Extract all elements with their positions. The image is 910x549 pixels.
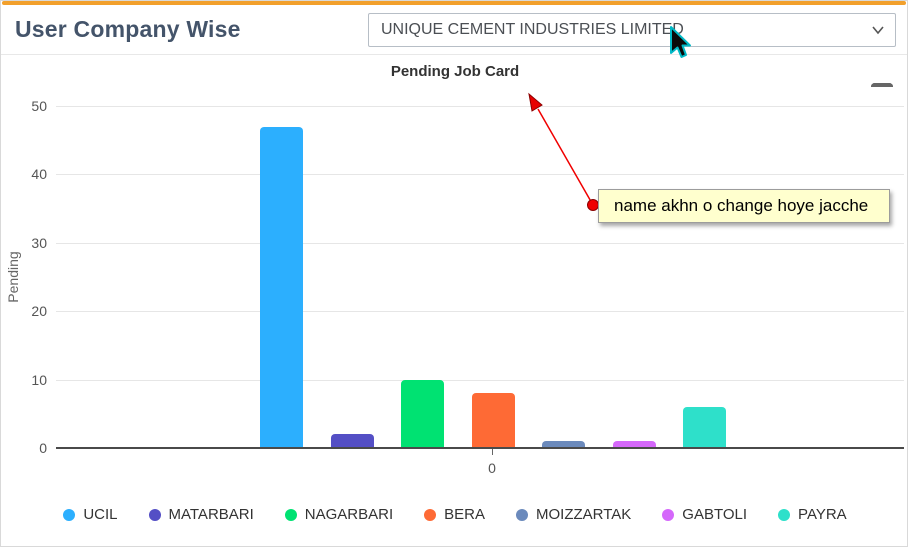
card-header: User Company Wise UNIQUE CEMENT INDUSTRI… — [1, 5, 907, 55]
y-axis-label: 10 — [31, 371, 47, 388]
x-axis-tick — [492, 449, 493, 455]
legend-marker-icon — [516, 508, 529, 521]
y-axis-label: 50 — [31, 98, 47, 114]
page-title: User Company Wise — [15, 16, 241, 42]
gridline — [56, 242, 904, 244]
legend-label: MOIZZARTAK — [536, 506, 632, 523]
legend-marker-icon — [424, 508, 437, 521]
gridline — [56, 379, 904, 381]
company-select[interactable]: UNIQUE CEMENT INDUSTRIES LIMITED — [368, 13, 896, 47]
bar-bera[interactable] — [471, 393, 515, 448]
legend-item-moizzartak[interactable]: MOIZZARTAK — [516, 506, 631, 523]
legend-marker-icon — [63, 508, 76, 521]
legend-item-bera[interactable]: BERA — [424, 506, 485, 523]
legend-marker-icon — [148, 508, 161, 521]
chart-title: Pending Job Card — [390, 63, 520, 80]
legend-label: PAYRA — [798, 506, 847, 523]
chart-context-menu-button[interactable] — [871, 65, 895, 87]
legend-item-gabtoli[interactable]: GABTOLI — [662, 506, 747, 523]
legend-label: UCIL — [83, 506, 118, 523]
legend-item-payra[interactable]: PAYRA — [778, 506, 847, 523]
plot-area — [56, 106, 904, 448]
bar-payra[interactable] — [683, 406, 726, 448]
y-axis-label: 40 — [31, 166, 47, 183]
legend-label: BERA — [444, 506, 486, 523]
chevron-down-icon — [872, 26, 884, 35]
legend-label: MATARBARI — [168, 506, 254, 523]
bar-moizzartak[interactable] — [542, 441, 585, 448]
legend-item-nagarbari[interactable]: NAGARBARI — [284, 506, 394, 523]
legend-marker-icon — [662, 508, 675, 521]
pending-job-card-chart: Pending Job Card Pending 0 10 20 30 40 50 0 n… — [1, 55, 907, 546]
gridline — [56, 174, 904, 176]
x-axis-line — [56, 447, 904, 449]
card-accent-bar — [2, 1, 906, 5]
bar-nagarbari[interactable] — [401, 379, 444, 448]
company-select-value: UNIQUE CEMENT INDUSTRIES LIMITED — [381, 21, 684, 38]
bar-gabtoli[interactable] — [612, 441, 656, 448]
legend-marker-icon — [778, 508, 791, 521]
legend-item-ucil[interactable]: UCIL — [63, 506, 118, 523]
legend-marker-icon — [284, 508, 297, 521]
annotation-text: name akhn o change hoye jacche — [614, 196, 869, 215]
chart-legend: UCIL MATARBARI NAGARBARI BERA MOIZZARTAK GABT… — [1, 506, 907, 523]
x-axis-tick-label: 0 — [488, 460, 496, 476]
gridline — [56, 311, 904, 313]
bar-ucil[interactable] — [260, 126, 303, 448]
legend-item-matarbari[interactable]: MATARBARI — [148, 506, 254, 523]
y-axis-label: 20 — [31, 303, 47, 320]
bar-matarbari[interactable] — [330, 434, 374, 448]
legend-label: GABTOLI — [682, 506, 748, 523]
legend-label: NAGARBARI — [304, 506, 394, 523]
annotation-note: name akhn o change hoye jacche — [598, 189, 890, 223]
gridline — [56, 106, 904, 107]
y-axis-label: 0 — [39, 440, 47, 456]
y-axis-label: 30 — [31, 234, 47, 251]
